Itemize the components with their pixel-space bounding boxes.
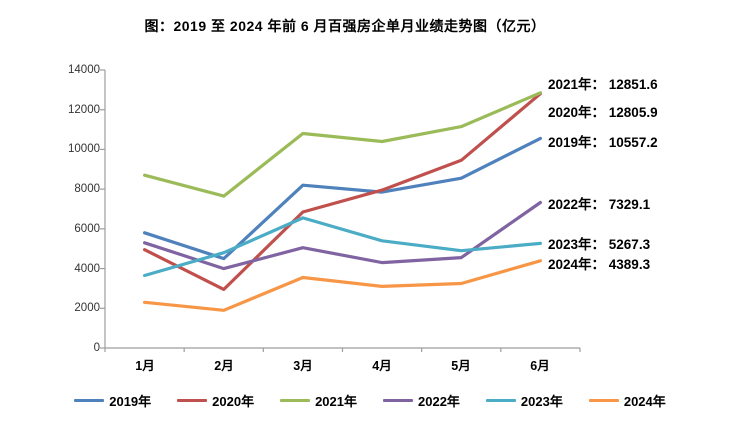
y-axis-tick-label: 6000	[74, 223, 100, 235]
legend-item-2022: 2022年	[383, 391, 460, 410]
x-axis-tick-label: 2月	[214, 359, 234, 373]
legend-label: 2021年	[315, 393, 357, 409]
y-axis-tick-label: 10000	[68, 143, 100, 155]
legend-item-2024: 2024年	[588, 391, 666, 410]
legend-line-swatch	[280, 398, 311, 402]
y-axis-tick-label: 12000	[68, 104, 100, 116]
legend-item-2019: 2019年	[74, 391, 151, 410]
x-axis-tick-label: 1月	[135, 359, 155, 373]
y-axis-tick-label: 0	[93, 342, 100, 354]
x-axis-tick-label: 5月	[451, 359, 471, 373]
x-axis-tick-label: 3月	[293, 359, 313, 373]
legend-item-2020: 2020年	[177, 391, 254, 410]
x-axis-tick-label: 4月	[372, 359, 392, 373]
line-2021年	[143, 91, 543, 198]
line-2023年	[143, 216, 543, 278]
legend-label: 2023年	[520, 393, 563, 409]
chart-legend: 2019年 2020年 2021年 2022年 2023年 2024年	[0, 388, 740, 412]
legend-line-swatch	[177, 398, 208, 402]
legend-line-swatch	[485, 398, 516, 402]
line-2024年	[143, 259, 543, 312]
y-axis-tick-label: 2000	[74, 302, 100, 314]
legend-label: 2022年	[418, 393, 460, 409]
line-2019年	[143, 136, 543, 261]
y-axis-tick-label: 8000	[74, 183, 100, 195]
line-2020年	[143, 92, 543, 291]
y-axis-tick-label: 14000	[68, 64, 100, 76]
series-end-annotation: 2021年： 12851.6	[548, 77, 658, 92]
x-axis-tick-label: 6月	[530, 359, 550, 373]
legend-label: 2020年	[212, 393, 255, 409]
series-end-annotation: 2024年： 4389.3	[548, 257, 651, 272]
legend-label: 2019年	[109, 393, 152, 409]
y-axis-tick-label: 4000	[74, 263, 100, 275]
series-end-annotation: 2020年： 12805.9	[548, 105, 658, 120]
chart-title: 图：2019 至 2024 年前 6 月百强房企单月业绩走势图（亿元）	[144, 18, 546, 34]
legend-label: 2024年	[623, 393, 666, 409]
series-end-annotation: 2023年： 5267.3	[548, 237, 651, 252]
legend-line-swatch	[74, 398, 105, 402]
legend-line-swatch	[383, 398, 413, 402]
legend-item-2023: 2023年	[485, 391, 563, 410]
legend-line-swatch	[588, 398, 619, 402]
series-end-annotation: 2019年： 10557.2	[548, 135, 658, 150]
legend-item-2021: 2021年	[280, 391, 357, 410]
series-end-annotation: 2022年： 7329.1	[548, 197, 651, 212]
